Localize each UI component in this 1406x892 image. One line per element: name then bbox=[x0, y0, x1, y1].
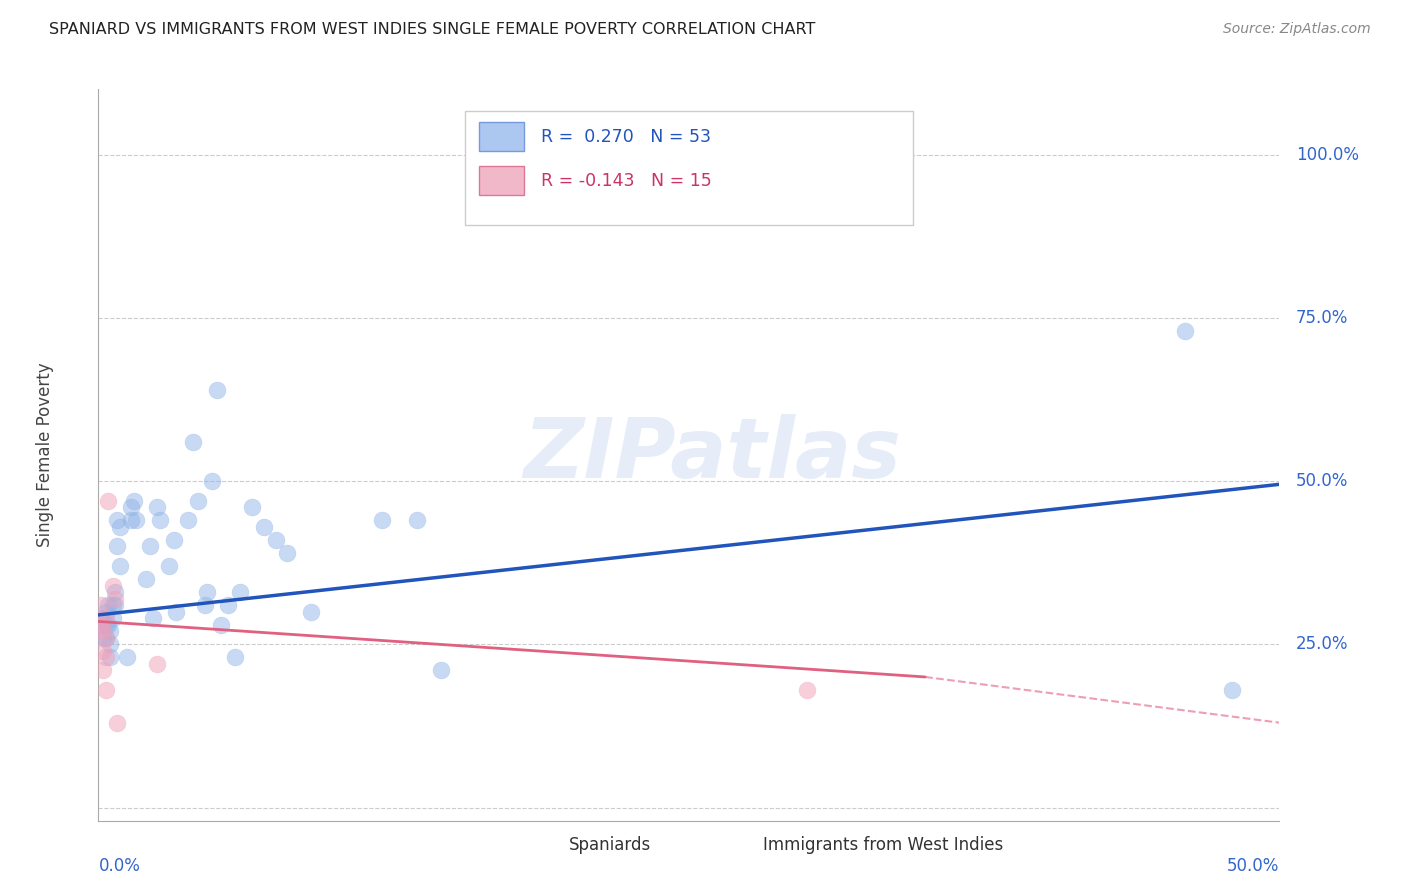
Point bbox=[94, 631, 117, 645]
Point bbox=[205, 383, 228, 397]
Point bbox=[91, 664, 114, 678]
FancyBboxPatch shape bbox=[523, 831, 560, 861]
Point bbox=[91, 631, 114, 645]
Text: 50.0%: 50.0% bbox=[1296, 472, 1348, 490]
Text: Source: ZipAtlas.com: Source: ZipAtlas.com bbox=[1223, 22, 1371, 37]
Point bbox=[91, 617, 114, 632]
Text: Single Female Poverty: Single Female Poverty bbox=[37, 363, 55, 547]
Point bbox=[240, 500, 263, 515]
Point bbox=[98, 624, 121, 639]
Point bbox=[371, 513, 394, 527]
Text: Spaniards: Spaniards bbox=[568, 836, 651, 854]
Point bbox=[98, 650, 121, 665]
Point bbox=[121, 500, 143, 515]
Point bbox=[90, 617, 112, 632]
FancyBboxPatch shape bbox=[478, 122, 523, 152]
Point bbox=[142, 611, 165, 625]
Text: 100.0%: 100.0% bbox=[1296, 145, 1360, 163]
Text: 25.0%: 25.0% bbox=[1296, 635, 1348, 653]
Point bbox=[91, 624, 114, 639]
FancyBboxPatch shape bbox=[478, 166, 523, 195]
Point bbox=[264, 533, 287, 547]
Point bbox=[165, 605, 187, 619]
Point bbox=[224, 650, 246, 665]
Point bbox=[201, 474, 224, 488]
Text: 75.0%: 75.0% bbox=[1296, 309, 1348, 326]
Text: R = -0.143   N = 15: R = -0.143 N = 15 bbox=[541, 172, 711, 190]
Point bbox=[299, 605, 322, 619]
Text: Immigrants from West Indies: Immigrants from West Indies bbox=[763, 836, 1004, 854]
Point bbox=[97, 617, 120, 632]
Point bbox=[91, 644, 114, 658]
Point bbox=[1220, 683, 1243, 698]
Text: ZIPatlas: ZIPatlas bbox=[523, 415, 901, 495]
Point bbox=[217, 598, 239, 612]
Point bbox=[101, 578, 124, 592]
FancyBboxPatch shape bbox=[464, 112, 914, 225]
Point bbox=[94, 650, 117, 665]
Point bbox=[121, 513, 143, 527]
Text: 50.0%: 50.0% bbox=[1227, 856, 1279, 874]
Point bbox=[104, 598, 127, 612]
Point bbox=[406, 513, 429, 527]
Point bbox=[101, 598, 124, 612]
Point bbox=[94, 631, 117, 645]
Point bbox=[108, 558, 131, 573]
Point bbox=[105, 513, 128, 527]
Point bbox=[181, 434, 204, 449]
Point bbox=[187, 493, 209, 508]
Point bbox=[94, 617, 117, 632]
Point bbox=[98, 637, 121, 651]
Text: SPANIARD VS IMMIGRANTS FROM WEST INDIES SINGLE FEMALE POVERTY CORRELATION CHART: SPANIARD VS IMMIGRANTS FROM WEST INDIES … bbox=[49, 22, 815, 37]
Text: 0.0%: 0.0% bbox=[98, 856, 141, 874]
Point bbox=[157, 558, 180, 573]
Point bbox=[796, 683, 818, 698]
Point bbox=[146, 657, 169, 671]
Point bbox=[135, 572, 157, 586]
Point bbox=[209, 617, 232, 632]
Point bbox=[796, 147, 818, 161]
Point bbox=[104, 591, 127, 606]
Point bbox=[163, 533, 186, 547]
Point bbox=[90, 611, 112, 625]
Point bbox=[194, 598, 217, 612]
Point bbox=[253, 520, 276, 534]
Point bbox=[104, 585, 127, 599]
Point bbox=[430, 664, 453, 678]
Point bbox=[139, 539, 162, 553]
Point bbox=[101, 611, 124, 625]
Point bbox=[97, 598, 120, 612]
Point bbox=[276, 546, 298, 560]
Point bbox=[149, 513, 172, 527]
Point bbox=[125, 513, 148, 527]
Point bbox=[90, 598, 112, 612]
Point bbox=[177, 513, 200, 527]
FancyBboxPatch shape bbox=[718, 831, 754, 861]
Point bbox=[97, 493, 120, 508]
Point bbox=[115, 650, 138, 665]
Point bbox=[146, 500, 169, 515]
Point bbox=[229, 585, 252, 599]
Point bbox=[105, 539, 128, 553]
Point bbox=[94, 683, 117, 698]
Point bbox=[122, 493, 145, 508]
Point bbox=[94, 605, 117, 619]
Text: R =  0.270   N = 53: R = 0.270 N = 53 bbox=[541, 128, 711, 146]
Point bbox=[94, 611, 117, 625]
Point bbox=[105, 715, 128, 730]
Point bbox=[108, 520, 131, 534]
Point bbox=[1174, 324, 1197, 338]
Point bbox=[195, 585, 218, 599]
